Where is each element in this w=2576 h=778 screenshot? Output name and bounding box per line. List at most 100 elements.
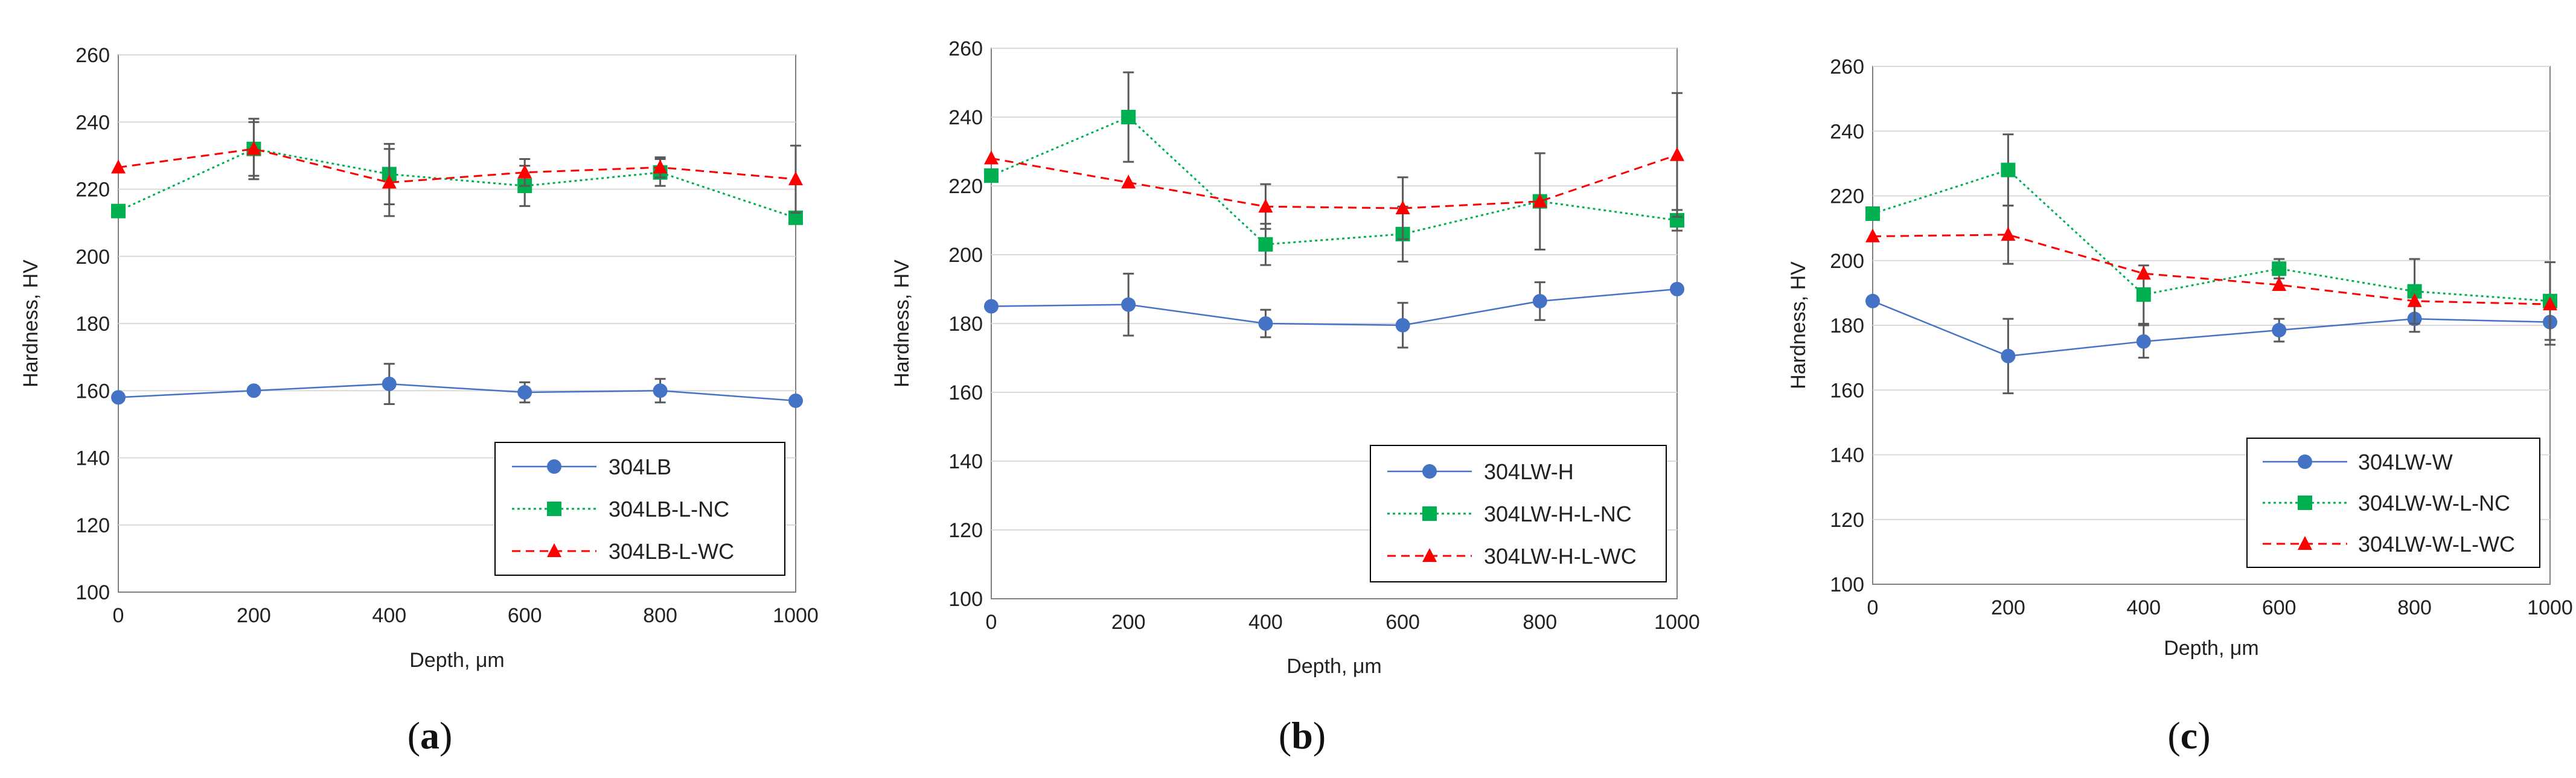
panel-c-series-3-point-600 (2272, 276, 2287, 291)
panel-b-series-3-point-400 (1258, 199, 1273, 213)
panel-c-y-axis-title: Hardness, HV (1787, 261, 1810, 389)
panel-b-legend-marker-1 (1422, 464, 1437, 479)
panel-a-y-axis-title: Hardness, HV (19, 260, 42, 387)
panel-a-y-tick-140: 140 (75, 447, 110, 470)
legend-marker (1422, 464, 1437, 479)
panel-b-y-tick-180: 180 (948, 313, 983, 336)
panel-c-legend-label-3: 304LW-W-L-WC (2358, 532, 2515, 556)
panel-b-series-2-point-200 (1121, 110, 1136, 124)
panel-a-legend-entry-3: 304LB-L-WC (512, 539, 734, 564)
legend-marker (1422, 506, 1437, 521)
panel-a-series-3-point-0 (111, 159, 126, 174)
panel-b-series-1-point-0 (984, 299, 999, 314)
panel-a-y-tick-240: 240 (75, 111, 110, 134)
panel-b-legend-label-2: 304LW-H-L-NC (1484, 502, 1632, 526)
panel-c-series-2-point-400 (2136, 287, 2151, 302)
panel-a-x-tick-1000: 1000 (773, 604, 819, 627)
panel-b-legend-marker-3 (1422, 548, 1437, 562)
panel-b-series-2-point-0 (984, 168, 999, 183)
panel-b-y-tick-260: 260 (948, 37, 983, 60)
panel-b-y-axis-title: Hardness, HV (890, 260, 913, 387)
panel-a-x-tick-labels: 0 200 400 600 800 1000 (113, 604, 819, 627)
panel-b-data-marks (984, 71, 1684, 349)
panel-b-y-tick-160: 160 (948, 381, 983, 404)
panel-b-legend-marker-2 (1422, 506, 1437, 521)
panel-c-series-3-point-800 (2407, 293, 2422, 307)
panel-b-x-tick-600: 600 (1385, 611, 1420, 634)
panel-c-y-tick-220: 220 (1830, 185, 1864, 208)
panel-c-series-3-line (1872, 234, 2551, 305)
panel-c-series-1-line (1872, 300, 2551, 357)
panel-c-y-tick-240: 240 (1830, 120, 1864, 143)
panel-c-data-marks (1865, 133, 2557, 395)
panel-a-legend-entry-1: 304LB (512, 454, 671, 479)
panel-c-series-3-point-400 (2136, 266, 2151, 280)
panel-a-legend-label-2: 304LB-L-NC (609, 497, 729, 521)
panel-c-series-3-point-200 (2001, 226, 2016, 241)
panel-c-x-tick-1000: 1000 (2527, 596, 2573, 619)
panel-a-y-tick-120: 120 (75, 514, 110, 537)
panel-b-series-3-point-200 (1121, 174, 1136, 189)
panel-b-series-2-line (991, 116, 1678, 246)
panel-b-y-tick-140: 140 (948, 450, 983, 473)
panel-a-legend-entry-2: 304LB-L-NC (512, 497, 729, 521)
panel-c-x-tick-200: 200 (1991, 596, 2025, 619)
panel-a-legend-marker-2 (547, 502, 561, 516)
panel-a-series-1-line (118, 383, 796, 402)
panel-c-series-2-point-600 (2272, 261, 2287, 276)
panel-a-y-tick-160: 160 (75, 380, 110, 403)
panel-a-series-1-point-600 (517, 385, 532, 400)
panel-c-legend-marker-2 (2298, 496, 2312, 510)
panel-a-series-3-point-200 (246, 141, 261, 155)
panel-c-legend-entry-3: 304LW-W-L-WC (2263, 532, 2515, 556)
panel-c-y-tick-120: 120 (1830, 509, 1864, 532)
panel-c: 100 120 140 160 180 200 220 240 260 0 200 400 600 800… (1787, 56, 2573, 757)
panel-c-legend-entry-1: 304LW-W (2263, 450, 2453, 474)
panel-a-y-tick-labels: 100 120 140 160 180 200 220 240 260 (75, 44, 110, 604)
legend-marker (2298, 496, 2312, 510)
panel-c-x-tick-0: 0 (1867, 596, 1879, 619)
panel-a-legend-label-1: 304LB (609, 454, 671, 479)
panel-a-series-1-point-400 (382, 377, 397, 392)
panel-a-legend-marker-3 (547, 543, 561, 557)
panel-b-series-1-point-600 (1395, 317, 1410, 333)
panel-a-series-3-point-1000 (788, 171, 803, 185)
panel-a-legend: 304LB 304LB-L-NC 304LB-L-WC (494, 442, 785, 576)
panel-c-caption: (c) (2167, 714, 2210, 757)
panel-a-series-3 (111, 121, 803, 217)
panel-b-legend-box (1370, 445, 1667, 582)
panel-b-y-tick-200: 200 (948, 244, 983, 267)
panel-c-series-1-point-0 (1865, 293, 1880, 308)
panel-a-series-2-line (118, 148, 796, 219)
panel-a-data-marks (111, 118, 803, 408)
panel-c-series-2-point-200 (2001, 162, 2016, 177)
panel-b-legend-entry-1: 304LW-H (1387, 459, 1574, 484)
panel-b-x-tick-800: 800 (1523, 611, 1557, 634)
panel-c-series-1-point-600 (2272, 323, 2287, 338)
panel-a-x-tick-0: 0 (113, 604, 124, 627)
legend-marker (547, 543, 561, 557)
panel-c-series-3 (1865, 205, 2557, 311)
panel-c-x-tick-400: 400 (2126, 596, 2161, 619)
panel-c-series-3-point-0 (1865, 228, 1880, 243)
panel-b-x-axis-title: Depth, μm (1286, 655, 1382, 678)
panel-a-x-tick-200: 200 (237, 604, 271, 627)
panel-c-y-tick-labels: 100 120 140 160 180 200 220 240 260 (1830, 56, 1864, 596)
panel-c-caption-letter: c (2181, 714, 2197, 757)
panel-a-series-1-point-0 (111, 390, 126, 405)
panel-a: 100 120 140 160 180 200 220 240 260 0 200 400 600 80… (19, 44, 819, 757)
panel-a-y-tick-220: 220 (75, 179, 110, 202)
panel-b-legend-label-3: 304LW-H-L-WC (1484, 544, 1637, 569)
panel-a-series-3-point-800 (653, 159, 668, 174)
panel-c-legend-marker-1 (2298, 454, 2312, 469)
panel-c-series-1-point-200 (2001, 348, 2016, 363)
legend-marker (1422, 548, 1437, 562)
panel-a-legend-marker-1 (547, 459, 561, 474)
panel-b-x-tick-labels: 0 200 400 600 800 1000 (986, 611, 1700, 634)
panel-a-series-1-point-800 (653, 383, 668, 398)
panel-c-legend-label-1: 304LW-W (2358, 450, 2453, 474)
panel-b-y-tick-labels: 100 120 140 160 180 200 220 240 260 (948, 37, 983, 611)
panel-c-y-tick-260: 260 (1830, 56, 1864, 78)
panel-c-legend: 304LW-W 304LW-W-L-NC 304LW-W-L-WC (2246, 438, 2540, 568)
